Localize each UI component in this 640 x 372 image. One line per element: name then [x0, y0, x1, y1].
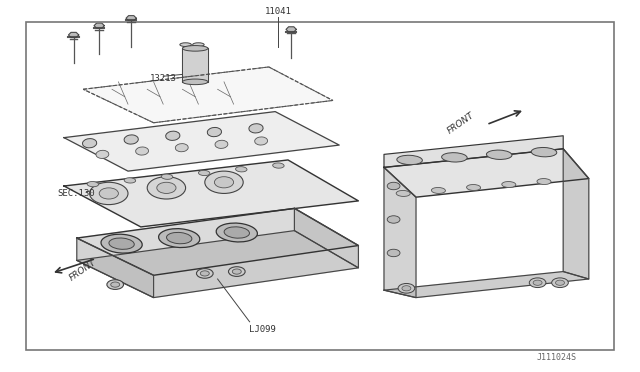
- Ellipse shape: [182, 79, 208, 85]
- Polygon shape: [64, 160, 358, 227]
- Circle shape: [205, 171, 243, 193]
- Circle shape: [387, 249, 400, 257]
- Circle shape: [90, 182, 128, 205]
- Polygon shape: [77, 231, 358, 298]
- Ellipse shape: [124, 178, 136, 183]
- Polygon shape: [384, 136, 563, 167]
- Ellipse shape: [87, 182, 99, 187]
- Ellipse shape: [255, 137, 268, 145]
- Polygon shape: [286, 27, 296, 32]
- Ellipse shape: [236, 167, 247, 172]
- Circle shape: [552, 278, 568, 288]
- Text: LJ099: LJ099: [249, 325, 276, 334]
- Ellipse shape: [537, 179, 551, 185]
- Polygon shape: [126, 16, 136, 21]
- Circle shape: [228, 267, 245, 276]
- Ellipse shape: [180, 43, 191, 46]
- Ellipse shape: [224, 227, 250, 238]
- Polygon shape: [563, 149, 589, 279]
- Circle shape: [200, 271, 209, 276]
- Polygon shape: [384, 272, 589, 298]
- Ellipse shape: [166, 131, 180, 140]
- Circle shape: [232, 269, 241, 274]
- Polygon shape: [384, 149, 589, 197]
- Ellipse shape: [159, 229, 200, 247]
- Ellipse shape: [96, 150, 109, 158]
- Polygon shape: [182, 48, 208, 82]
- Text: SEC.130: SEC.130: [58, 189, 95, 198]
- Ellipse shape: [249, 124, 263, 133]
- Ellipse shape: [193, 43, 204, 46]
- Ellipse shape: [207, 128, 221, 137]
- Ellipse shape: [182, 46, 208, 51]
- Polygon shape: [64, 112, 339, 171]
- Ellipse shape: [83, 139, 97, 148]
- Polygon shape: [384, 167, 416, 298]
- Polygon shape: [77, 208, 358, 275]
- Circle shape: [556, 280, 564, 285]
- Ellipse shape: [431, 187, 445, 193]
- Ellipse shape: [109, 238, 134, 249]
- Text: FRONT: FRONT: [68, 257, 99, 282]
- Ellipse shape: [531, 147, 557, 157]
- Ellipse shape: [101, 234, 142, 253]
- Circle shape: [398, 283, 415, 293]
- Text: FRONT: FRONT: [445, 110, 476, 135]
- Circle shape: [387, 182, 400, 190]
- Text: 13213: 13213: [150, 74, 177, 83]
- Bar: [26, 22, 614, 350]
- Ellipse shape: [273, 163, 284, 168]
- Polygon shape: [68, 32, 79, 38]
- Ellipse shape: [396, 190, 410, 196]
- Circle shape: [387, 216, 400, 223]
- Polygon shape: [94, 23, 104, 28]
- Ellipse shape: [124, 135, 138, 144]
- Ellipse shape: [397, 155, 422, 165]
- Circle shape: [402, 286, 411, 291]
- Text: 11041: 11041: [265, 7, 292, 16]
- Circle shape: [529, 278, 546, 288]
- Ellipse shape: [467, 185, 481, 190]
- Text: J111024S: J111024S: [537, 353, 577, 362]
- Ellipse shape: [502, 182, 516, 187]
- Polygon shape: [77, 238, 154, 298]
- Ellipse shape: [175, 144, 188, 152]
- Ellipse shape: [198, 170, 210, 176]
- Ellipse shape: [216, 223, 257, 242]
- Ellipse shape: [215, 140, 228, 148]
- Circle shape: [157, 182, 176, 193]
- Ellipse shape: [442, 153, 467, 162]
- Ellipse shape: [161, 174, 173, 179]
- Circle shape: [99, 188, 118, 199]
- Circle shape: [196, 269, 213, 278]
- Circle shape: [111, 282, 120, 287]
- Ellipse shape: [136, 147, 148, 155]
- Circle shape: [147, 177, 186, 199]
- Ellipse shape: [166, 232, 192, 244]
- Polygon shape: [83, 67, 333, 123]
- Polygon shape: [294, 208, 358, 268]
- Ellipse shape: [486, 150, 512, 160]
- Circle shape: [107, 280, 124, 289]
- Circle shape: [214, 177, 234, 188]
- Circle shape: [533, 280, 542, 285]
